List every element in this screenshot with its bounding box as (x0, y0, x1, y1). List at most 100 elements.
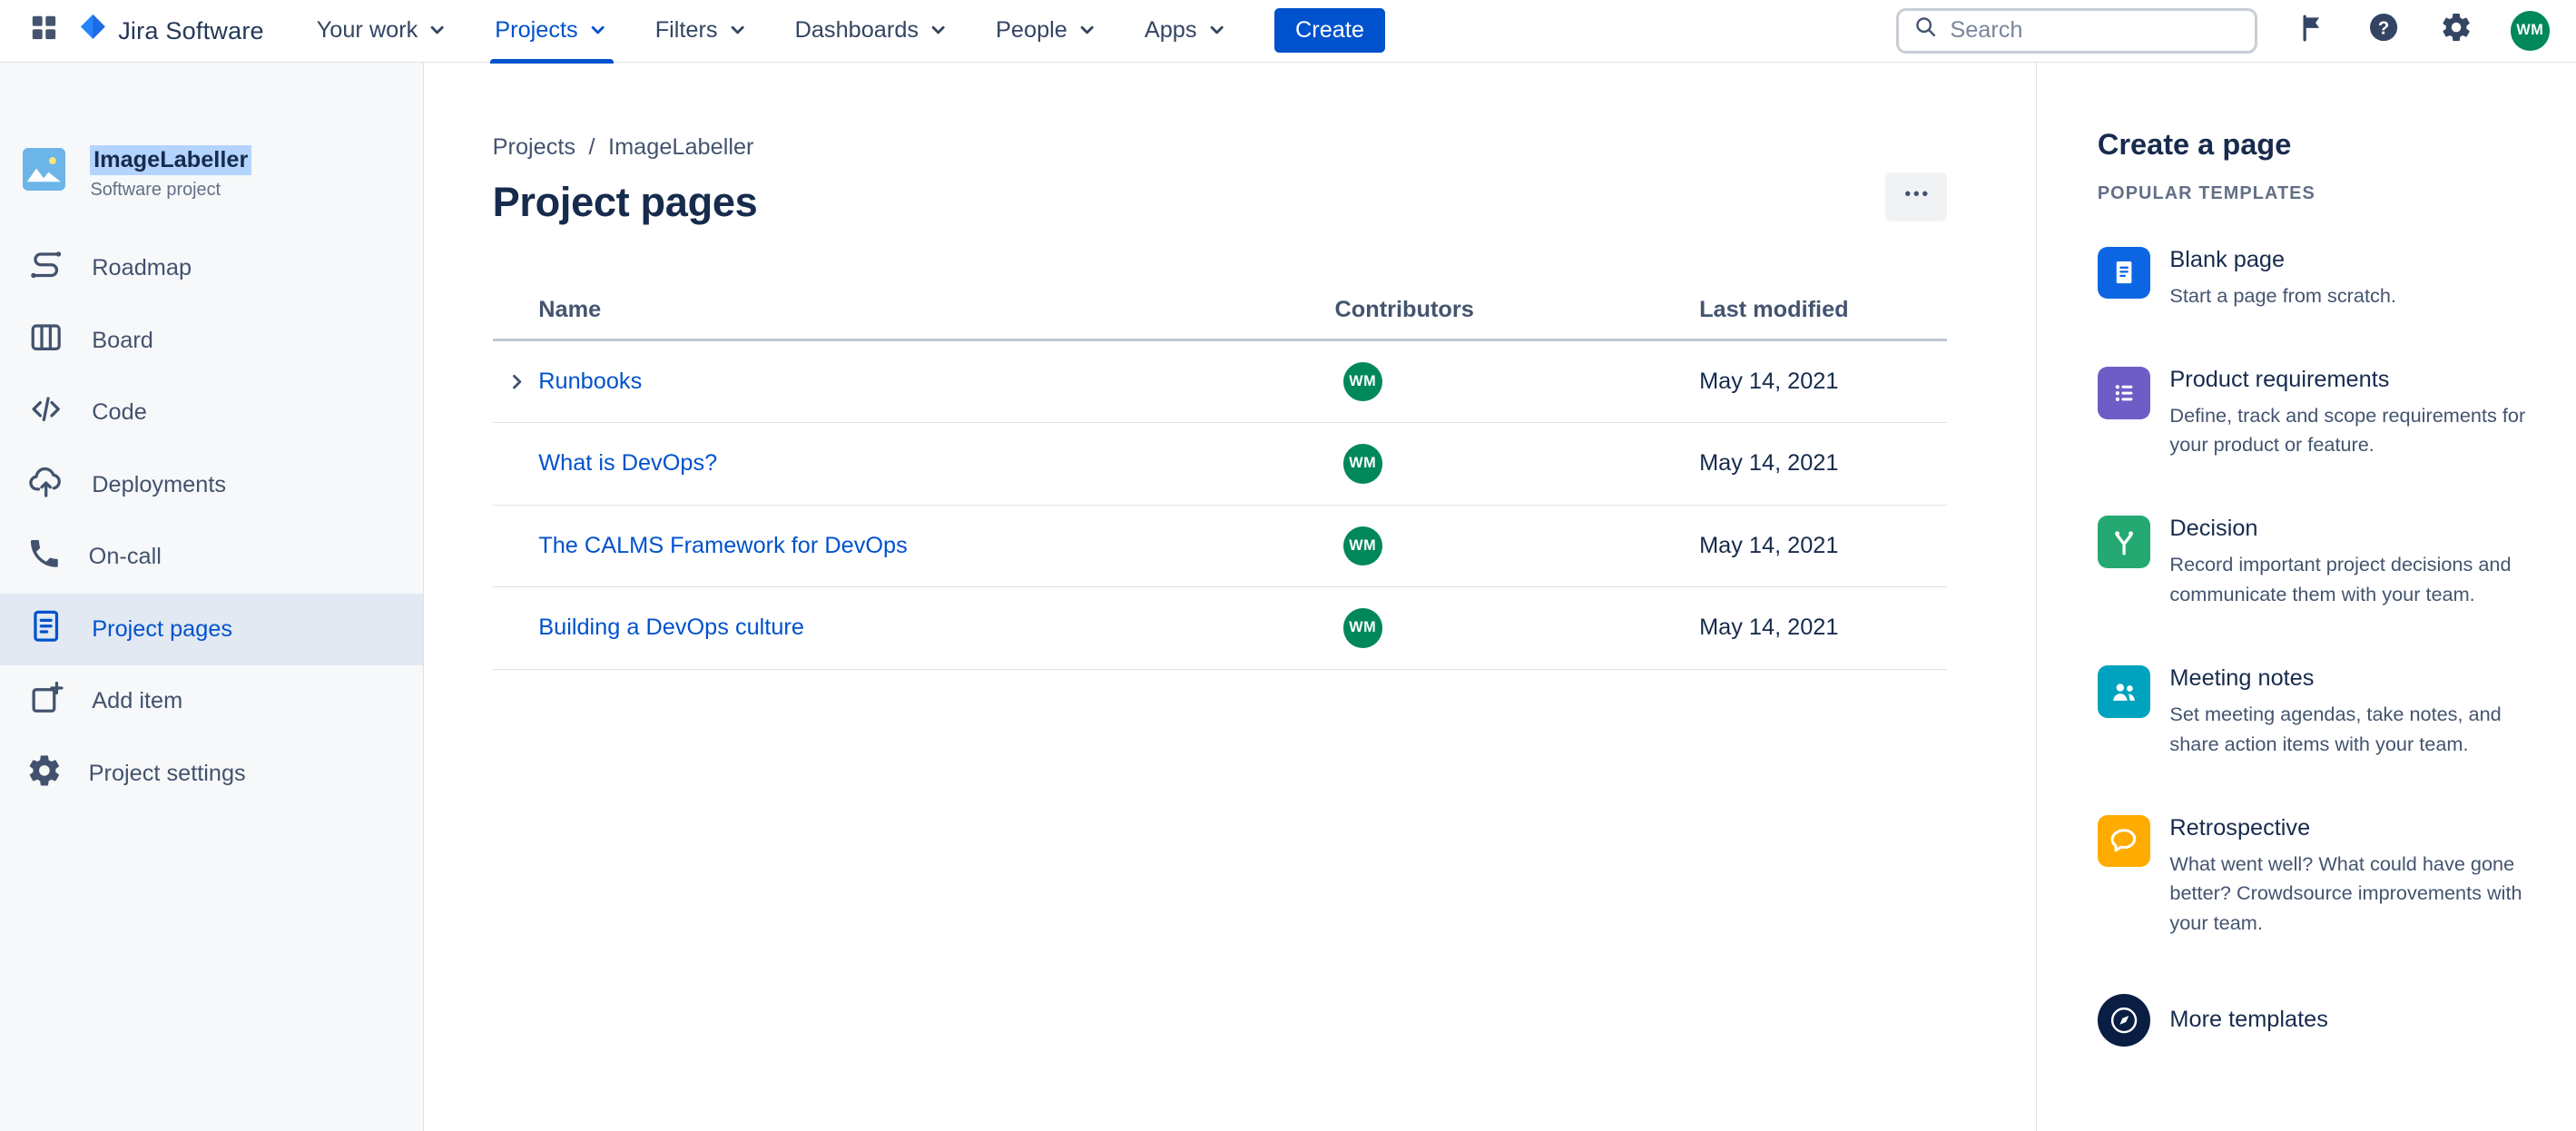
page-title: Project pages (492, 179, 758, 226)
decision-branch-icon (2097, 516, 2150, 569)
compass-icon (2097, 993, 2150, 1047)
table-row: Building a DevOps culture WM May 14, 202… (492, 587, 1948, 670)
template-title: More templates (2169, 1007, 2328, 1033)
breadcrumb-project[interactable]: ImageLabeller (608, 134, 754, 161)
chevron-down-icon (726, 18, 749, 47)
deployments-icon (26, 462, 65, 507)
people-icon (2097, 664, 2150, 718)
contributor-avatar: WM (1342, 526, 1382, 566)
notifications-button[interactable] (2294, 6, 2330, 55)
nav-item-apps[interactable]: Apps (1128, 0, 1244, 62)
speech-bubble-icon (2097, 814, 2150, 868)
code-icon (26, 389, 65, 435)
template-blank-page[interactable]: Blank page Start a page from scratch. (2097, 246, 2533, 311)
expand-chevron-icon[interactable] (506, 370, 528, 393)
chevron-down-icon (426, 18, 448, 47)
table-row: Runbooks WM May 14, 2021 (492, 341, 1948, 424)
template-description: Record important project decisions and c… (2169, 553, 2512, 605)
last-modified-date: May 14, 2021 (1699, 369, 1839, 394)
create-button[interactable]: Create (1273, 8, 1386, 54)
template-description: What went well? What could have gone bet… (2169, 851, 2522, 934)
nav-item-your-work[interactable]: Your work (300, 0, 466, 62)
board-icon (26, 318, 65, 363)
sidebar-item-add-item[interactable]: Add item (0, 665, 423, 738)
table-row: The CALMS Framework for DevOps WM May 14… (492, 506, 1948, 588)
search-icon (1912, 14, 1939, 47)
question-mark-icon: ? (2367, 11, 2400, 50)
app-switcher-button[interactable] (20, 6, 69, 55)
template-meeting-notes[interactable]: Meeting notes Set meeting agendas, take … (2097, 664, 2533, 759)
chevron-down-icon (1076, 18, 1098, 47)
requirements-list-icon (2097, 366, 2150, 419)
gear-icon (2440, 11, 2473, 50)
more-options-button[interactable] (1884, 172, 1948, 222)
flag-icon (2297, 13, 2327, 49)
main-content: Projects / ImageLabeller Project pages N… (423, 62, 2036, 1131)
chevron-down-icon (586, 18, 609, 47)
blank-page-icon (2097, 246, 2150, 300)
template-title: Blank page (2169, 246, 2286, 272)
settings-button[interactable] (2438, 6, 2474, 55)
main-nav: Your work Projects Filters Dashboards Pe… (300, 0, 1244, 64)
template-description: Start a page from scratch. (2169, 283, 2396, 307)
nav-item-dashboards[interactable]: Dashboards (778, 0, 966, 62)
sidebar-item-board[interactable]: Board (0, 304, 423, 377)
table-row: What is DevOps? WM May 14, 2021 (492, 423, 1948, 506)
table-header: Name Contributors Last modified (492, 282, 1948, 341)
breadcrumb-projects[interactable]: Projects (492, 134, 576, 161)
template-product-requirements[interactable]: Product requirements Define, track and s… (2097, 366, 2533, 460)
nav-item-projects[interactable]: Projects (478, 0, 625, 64)
jira-logo[interactable]: Jira Software (79, 13, 264, 48)
product-name: Jira Software (118, 15, 264, 44)
ellipsis-icon (1902, 179, 1932, 215)
phone-icon (26, 536, 63, 578)
contributor-avatar: WM (1342, 361, 1382, 402)
last-modified-date: May 14, 2021 (1699, 532, 1839, 558)
project-type: Software project (90, 180, 221, 201)
sidebar-item-oncall[interactable]: On-call (0, 521, 423, 594)
column-header-contributors: Contributors (1334, 297, 1474, 323)
search-box[interactable] (1896, 7, 2258, 54)
breadcrumb: Projects / ImageLabeller (493, 134, 1948, 161)
page-link[interactable]: Runbooks (538, 369, 643, 394)
nav-item-people[interactable]: People (979, 0, 1115, 62)
page-link[interactable]: What is DevOps? (538, 450, 718, 477)
sidebar-menu: Roadmap Board Code Deployments (0, 232, 423, 811)
sidebar-item-code[interactable]: Code (0, 377, 423, 449)
help-button[interactable]: ? (2366, 6, 2403, 55)
contributor-avatar: WM (1342, 608, 1382, 648)
more-templates-button[interactable]: More templates (2097, 993, 2533, 1047)
page-link[interactable]: Building a DevOps culture (538, 615, 804, 641)
project-header: ImageLabeller Software project (0, 63, 423, 202)
sidebar-item-project-settings[interactable]: Project settings (0, 738, 423, 811)
last-modified-date: May 14, 2021 (1699, 615, 1839, 641)
search-input[interactable] (1950, 17, 2252, 44)
top-navigation: Jira Software Your work Projects Filters… (0, 0, 2576, 64)
page-link[interactable]: The CALMS Framework for DevOps (538, 532, 908, 558)
template-title: Meeting notes (2169, 664, 2315, 691)
sidebar-item-project-pages[interactable]: Project pages (0, 593, 423, 666)
create-page-panel: Create a page POPULAR TEMPLATES Blank pa… (2035, 62, 2576, 1131)
jira-diamond-icon (79, 13, 107, 48)
pages-table: Name Contributors Last modified Runbooks… (492, 282, 1948, 670)
sidebar-item-roadmap[interactable]: Roadmap (0, 232, 423, 305)
template-title: Retrospective (2169, 814, 2311, 841)
template-title: Product requirements (2169, 366, 2390, 392)
template-retrospective[interactable]: Retrospective What went well? What could… (2097, 814, 2533, 939)
project-name: ImageLabeller (90, 145, 251, 175)
project-avatar (23, 147, 66, 198)
nav-item-filters[interactable]: Filters (639, 0, 765, 62)
panel-subtitle: POPULAR TEMPLATES (2097, 182, 2315, 203)
roadmap-icon (26, 245, 65, 290)
grid-icon (31, 15, 57, 47)
column-header-last-modified: Last modified (1699, 297, 1849, 323)
last-modified-date: May 14, 2021 (1699, 450, 1839, 477)
template-decision[interactable]: Decision Record important project decisi… (2097, 516, 2533, 609)
svg-text:?: ? (2378, 19, 2389, 39)
chevron-down-icon (927, 18, 949, 47)
user-avatar[interactable]: WM (2510, 11, 2551, 51)
nav-right-cluster: ? WM (1896, 6, 2551, 55)
sidebar-item-deployments[interactable]: Deployments (0, 448, 423, 521)
breadcrumb-separator: / (588, 134, 595, 161)
gear-icon (26, 752, 63, 795)
